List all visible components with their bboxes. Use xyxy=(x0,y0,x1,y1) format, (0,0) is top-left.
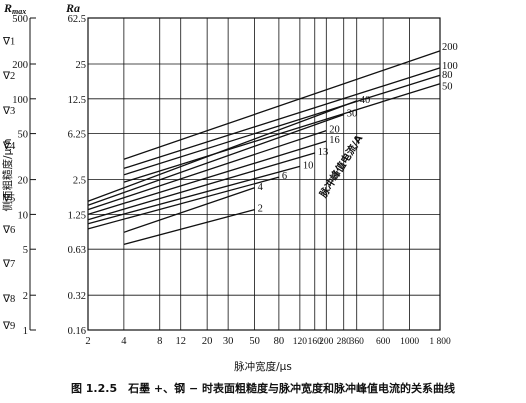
y-header-ra: Ra xyxy=(65,1,80,15)
y-axis-label: 侧面粗糙度/μm xyxy=(1,139,14,212)
series-label-50: 50 xyxy=(442,82,453,93)
rmax-tick-label: 100 xyxy=(12,95,28,106)
ra-tick-label: 0.16 xyxy=(68,326,86,337)
finish-class-label: ∇9 xyxy=(2,321,15,332)
x-tick-label: 600 xyxy=(376,337,391,347)
series-line-200 xyxy=(123,50,441,160)
series-line-10 xyxy=(87,165,301,225)
ra-tick-label: 0.32 xyxy=(68,291,86,302)
series-line-4 xyxy=(123,187,255,233)
x-tick-label: 280 xyxy=(337,337,352,347)
series-line-16 xyxy=(87,140,327,216)
x-tick-label: 1 800 xyxy=(429,337,451,347)
rmax-tick-label: 500 xyxy=(12,14,28,25)
series-line-80 xyxy=(123,74,441,176)
x-tick-label: 50 xyxy=(249,336,260,347)
series-label-2: 2 xyxy=(258,204,263,215)
series-label-40: 40 xyxy=(360,95,371,106)
ra-tick-label: 25 xyxy=(76,60,87,71)
y-header-rmax: Rmax xyxy=(3,1,26,16)
rmax-tick-label: 2 xyxy=(23,291,28,302)
series-label-16: 16 xyxy=(329,135,340,146)
series-label-10: 10 xyxy=(303,160,314,171)
x-tick-label: 4 xyxy=(121,336,127,347)
figure-caption: 图 1.2.5 石墨 +、钢 − 时表面粗糙度与脉冲宽度和脉冲峰值电流的关系曲线 xyxy=(70,382,456,395)
ra-tick-label: 0.63 xyxy=(68,245,86,256)
x-tick-label: 8 xyxy=(157,336,162,347)
ra-tick-label: 12.5 xyxy=(68,95,86,106)
x-tick-label: 30 xyxy=(223,336,234,347)
rmax-tick-label: 20 xyxy=(18,176,29,187)
chart-series xyxy=(87,50,441,246)
finish-class-label: ∇7 xyxy=(2,259,15,270)
series-label-4: 4 xyxy=(258,182,264,193)
finish-class-label: ∇4 xyxy=(2,141,16,152)
rmax-tick-label: 1 xyxy=(23,326,28,337)
x-tick-label: 80 xyxy=(274,336,285,347)
series-line-100 xyxy=(123,67,441,170)
series-line-6 xyxy=(87,176,280,230)
x-tick-label: 1000 xyxy=(400,337,419,347)
finish-class-label: ∇5 xyxy=(2,194,15,205)
series-line-50 xyxy=(123,83,441,183)
finish-class-label: ∇1 xyxy=(2,36,15,47)
finish-class-label: ∇6 xyxy=(2,225,15,236)
plot-frame xyxy=(87,17,441,331)
rmax-tick-label: 200 xyxy=(12,60,28,71)
series-label-30: 30 xyxy=(347,109,358,120)
rmax-tick-label: 10 xyxy=(18,210,29,221)
x-axis-label: 脉冲宽度/μs xyxy=(234,360,292,373)
series-label-100: 100 xyxy=(442,61,458,72)
rmax-tick-label: 5 xyxy=(23,245,28,256)
x-tick-label: 360 xyxy=(350,337,365,347)
series-line-40 xyxy=(87,100,357,202)
series-label-6: 6 xyxy=(282,171,287,182)
x-tick-label: 120 xyxy=(293,337,308,347)
series-label-13: 13 xyxy=(318,147,329,158)
x-tick-label: 20 xyxy=(202,336,213,347)
x-tick-label: 160 xyxy=(308,337,323,347)
ra-tick-label: 1.25 xyxy=(68,210,86,221)
ra-tick-label: 62.5 xyxy=(68,14,86,25)
series-line-20 xyxy=(87,130,327,211)
series-label-200: 200 xyxy=(442,42,458,53)
chart-grid xyxy=(29,17,441,331)
series-label-20: 20 xyxy=(329,125,340,136)
x-tick-label: 200 xyxy=(319,337,334,347)
finish-class-label: ∇8 xyxy=(2,294,15,305)
x-tick-label: 2 xyxy=(85,336,90,347)
finish-class-label: ∇3 xyxy=(2,106,15,117)
ra-tick-label: 6.25 xyxy=(68,130,86,141)
series-line-13 xyxy=(87,152,315,221)
rmax-tick-label: 50 xyxy=(18,130,29,141)
finish-class-label: ∇2 xyxy=(2,71,15,82)
x-tick-label: 12 xyxy=(175,336,186,347)
series-line-2 xyxy=(123,208,255,246)
series-line-30 xyxy=(87,113,344,206)
ra-tick-label: 2.5 xyxy=(73,176,86,187)
series-label-80: 80 xyxy=(442,70,453,81)
